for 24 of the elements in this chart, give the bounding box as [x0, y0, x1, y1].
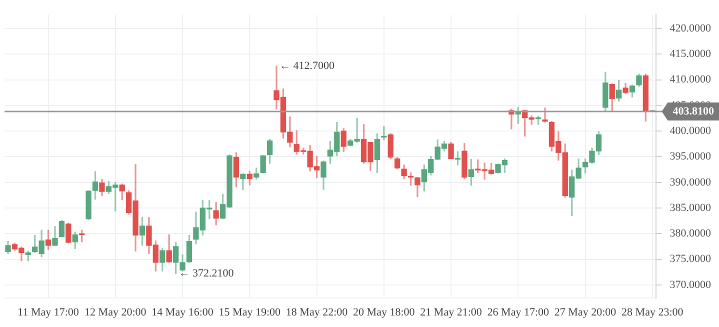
x-tick-label: 21 May 21:00: [420, 306, 482, 318]
y-tick-label: 370.0000: [670, 278, 712, 291]
annotation: ← 412.7000: [279, 60, 335, 72]
y-tick-label: 395.0000: [670, 150, 712, 163]
y-tick-label: 420.0000: [670, 22, 712, 34]
annotation: ← 372.2100: [178, 268, 234, 280]
x-tick-label: 18 May 22:00: [286, 306, 348, 318]
y-tick-label: 380.0000: [670, 228, 712, 240]
x-tick-label: 27 May 20:00: [554, 306, 617, 318]
x-tick-label: 11 May 17:00: [18, 306, 80, 318]
x-tick-label: 26 May 17:00: [487, 306, 550, 318]
x-tick-label: 20 May 18:00: [353, 306, 416, 318]
y-tick-label: 415.0000: [670, 48, 712, 60]
y-tick-label: 400.0000: [670, 124, 712, 137]
x-tick-label: 28 May 23:00: [622, 306, 684, 318]
ref-line-label: 403.8100: [672, 105, 714, 118]
candlestick: [542, 108, 548, 123]
y-tick-label: 390.0000: [670, 176, 712, 188]
x-tick-label: 15 May 19:00: [218, 306, 281, 318]
x-tick-label: 14 May 16:00: [152, 306, 214, 318]
y-tick-label: 385.0000: [670, 202, 712, 214]
x-tick-label: 12 May 20:00: [84, 306, 147, 318]
y-tick-label: 375.0000: [670, 253, 712, 266]
y-tick-label: 410.0000: [670, 74, 712, 86]
